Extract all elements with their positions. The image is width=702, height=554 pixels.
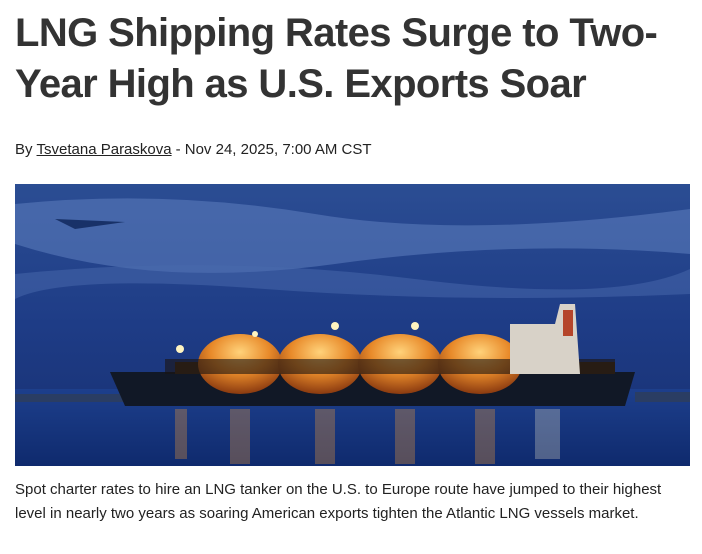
lead-paragraph: Spot charter rates to hire an LNG tanker… bbox=[15, 481, 662, 522]
reflection bbox=[315, 409, 335, 464]
byline: By Tsvetana Paraskova - Nov 24, 2025, 7:00… bbox=[15, 141, 372, 158]
light bbox=[252, 331, 258, 337]
light bbox=[176, 345, 184, 353]
author-link[interactable]: Tsvetana Paraskova bbox=[36, 141, 172, 158]
deck-shadow bbox=[165, 359, 615, 374]
reflection bbox=[230, 409, 250, 464]
reflection bbox=[475, 409, 495, 464]
headline: LNG Shipping Rates Surge to Two-Year Hig… bbox=[15, 11, 658, 106]
byline-date: - Nov 24, 2025, 7:00 AM CST bbox=[175, 141, 372, 158]
reflection bbox=[175, 409, 187, 459]
cloud bbox=[15, 265, 690, 299]
light bbox=[331, 322, 339, 330]
cloud bbox=[55, 219, 125, 229]
light bbox=[411, 322, 419, 330]
byline-prefix: By bbox=[15, 141, 33, 158]
reflection bbox=[535, 409, 560, 459]
shore bbox=[635, 392, 690, 402]
reflection bbox=[395, 409, 415, 464]
cloud bbox=[15, 198, 690, 273]
hero-image bbox=[15, 184, 690, 466]
funnel bbox=[563, 310, 573, 336]
superstructure bbox=[510, 304, 580, 374]
shore bbox=[15, 394, 125, 402]
